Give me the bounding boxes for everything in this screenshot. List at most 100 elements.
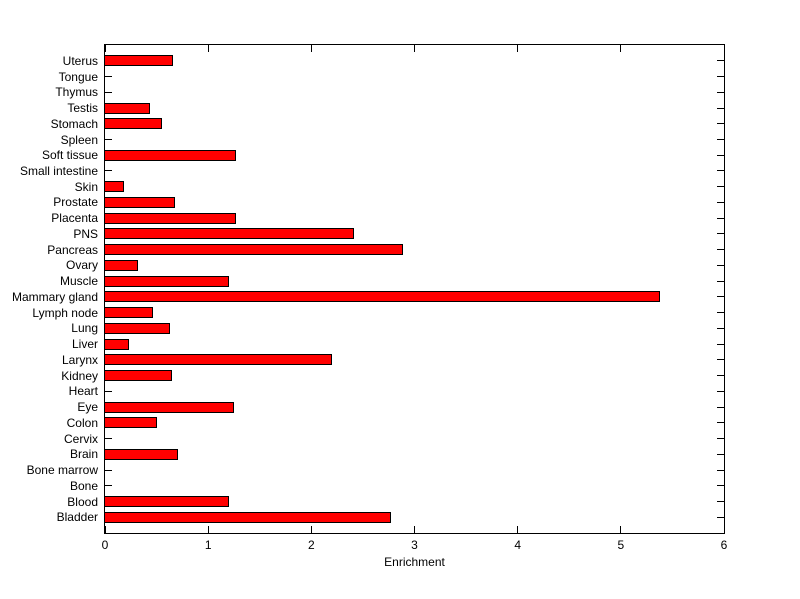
y-axis-tick-right xyxy=(717,249,724,251)
x-axis-tick-top xyxy=(517,45,519,52)
y-axis-tick xyxy=(105,170,112,172)
x-axis-tick-top xyxy=(207,45,209,52)
bar xyxy=(104,338,129,350)
x-axis-tick-top xyxy=(310,45,312,52)
y-axis-tick-right xyxy=(717,91,724,93)
y-axis-category-label: Heart xyxy=(68,384,98,399)
y-axis-tick-right xyxy=(717,186,724,188)
y-axis-tick-right xyxy=(717,516,724,518)
y-axis-tick-right xyxy=(717,327,724,329)
y-axis-category-label: Spleen xyxy=(60,132,98,147)
y-axis-category-label: Mammary gland xyxy=(11,289,98,304)
y-axis-category-label: Muscle xyxy=(59,274,98,289)
bar xyxy=(104,244,404,256)
x-axis-tick-label: 2 xyxy=(307,538,315,552)
y-axis-category-label: Small intestine xyxy=(19,163,98,178)
y-axis-tick-right xyxy=(717,390,724,392)
y-axis-category-label: Larynx xyxy=(61,352,98,367)
y-axis-category-label: PNS xyxy=(73,226,98,241)
y-axis-tick xyxy=(105,469,112,471)
y-axis-category-label: Bladder xyxy=(56,510,98,525)
y-axis-tick-right xyxy=(717,217,724,219)
x-axis-tick xyxy=(723,526,725,533)
y-axis-category-label: Brain xyxy=(69,447,98,462)
x-axis-tick-label: 6 xyxy=(720,538,728,552)
bar xyxy=(104,322,170,334)
y-axis-tick xyxy=(105,91,112,93)
bar xyxy=(104,196,176,208)
y-axis-tick-right xyxy=(717,312,724,314)
y-axis-category-label: Stomach xyxy=(50,116,98,131)
y-axis-tick-right xyxy=(717,233,724,235)
y-axis-tick-right xyxy=(717,406,724,408)
y-axis-tick xyxy=(105,139,112,140)
bar xyxy=(104,55,174,67)
x-axis-tick xyxy=(310,526,312,533)
y-axis-tick-right xyxy=(717,375,724,377)
bar xyxy=(104,401,234,413)
x-axis-tick-top xyxy=(723,45,725,52)
bar xyxy=(104,212,236,224)
y-axis-tick-right xyxy=(717,201,724,203)
y-axis-tick-right xyxy=(717,107,724,109)
y-axis-tick-right xyxy=(717,139,724,140)
bar xyxy=(104,496,229,507)
y-axis-tick-right xyxy=(717,438,724,439)
y-axis-tick-right xyxy=(717,296,724,298)
x-axis-tick xyxy=(414,526,415,533)
y-axis-tick-right xyxy=(717,264,724,266)
y-axis-category-label: Pancreas xyxy=(47,242,98,257)
y-axis-tick-right xyxy=(717,154,724,156)
y-axis-category-label: Liver xyxy=(71,337,98,352)
y-axis-category-label: Bone xyxy=(69,478,98,493)
bar xyxy=(104,448,179,460)
x-axis-tick-top xyxy=(104,45,106,52)
y-axis-category-label: Thymus xyxy=(55,85,98,100)
y-axis-tick-right xyxy=(717,76,724,77)
bar xyxy=(104,102,151,114)
bar xyxy=(104,417,157,429)
x-axis-title: Enrichment xyxy=(384,555,445,569)
y-axis-tick-right xyxy=(717,60,724,62)
y-axis-category-label: Kidney xyxy=(61,368,98,383)
y-axis-category-label: Tongue xyxy=(58,69,98,84)
y-axis-category-label: Lung xyxy=(71,321,98,336)
y-axis-category-label: Skin xyxy=(74,179,98,194)
x-axis-tick xyxy=(104,526,106,533)
bar xyxy=(104,149,236,161)
y-axis-tick-right xyxy=(717,343,724,345)
x-axis-tick-label: 1 xyxy=(204,538,212,552)
y-axis-category-label: Bone marrow xyxy=(26,463,98,477)
bar xyxy=(104,291,660,303)
y-axis-tick xyxy=(105,438,112,439)
y-axis-category-label: Soft tissue xyxy=(41,148,98,163)
y-axis-tick xyxy=(105,76,112,77)
y-axis-category-label: Eye xyxy=(77,400,98,415)
bar xyxy=(104,354,332,366)
y-axis-tick-right xyxy=(717,280,724,282)
bar xyxy=(104,307,153,319)
x-axis-tick xyxy=(207,526,209,533)
y-axis-category-label: Cervix xyxy=(63,431,98,446)
y-axis-tick-right xyxy=(717,453,724,455)
x-axis-tick-label: 0 xyxy=(101,538,109,552)
y-axis-category-label: Blood xyxy=(67,494,98,509)
bar xyxy=(104,511,391,523)
plot-area xyxy=(104,44,725,534)
bar xyxy=(104,275,229,287)
x-axis-tick xyxy=(517,526,519,533)
y-axis-tick xyxy=(105,485,112,487)
bar xyxy=(104,370,173,382)
y-axis-category-label: Uterus xyxy=(62,53,98,68)
y-axis-tick-right xyxy=(717,422,724,424)
x-axis-tick xyxy=(620,526,622,533)
x-axis-tick-top xyxy=(414,45,415,52)
y-axis-category-label: Colon xyxy=(66,415,98,430)
x-axis-tick-label: 3 xyxy=(411,538,418,552)
x-axis-tick-label: 5 xyxy=(617,538,625,552)
y-axis-tick-right xyxy=(717,501,724,502)
y-axis-category-label: Placenta xyxy=(51,211,98,226)
y-axis-tick-right xyxy=(717,469,724,471)
y-axis-tick-right xyxy=(717,359,724,361)
